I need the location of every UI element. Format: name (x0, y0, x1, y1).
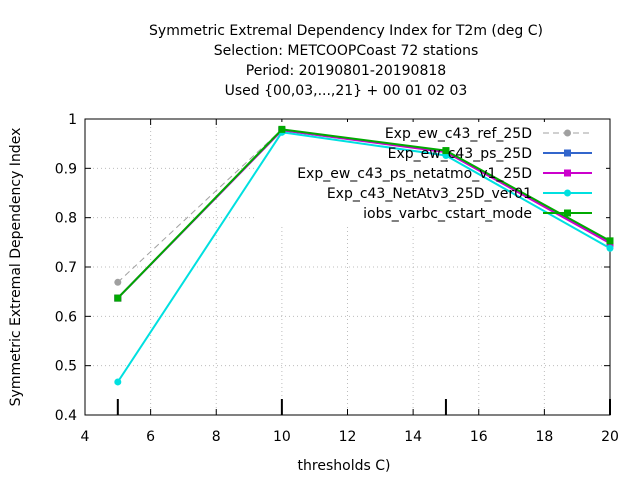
legend-swatch-marker (564, 169, 571, 177)
y-tick-label: 0.6 (55, 309, 77, 325)
x-axis-label: thresholds C) (298, 458, 391, 474)
legend-swatch-marker (564, 189, 571, 197)
x-tick-label: 4 (81, 429, 90, 445)
y-tick-label: 1 (68, 112, 77, 128)
chart-title: Symmetric Extremal Dependency Index for … (149, 23, 543, 99)
series-line (116, 131, 611, 383)
data-point (114, 294, 122, 302)
title-line-4: Used {00,03,...,21} + 00 01 02 03 (225, 83, 468, 99)
x-tick-label: 18 (535, 429, 553, 445)
x-tick-label: 16 (470, 429, 488, 445)
y-tick-label: 0.5 (55, 359, 77, 375)
data-point (114, 278, 122, 286)
x-tick-label: 14 (404, 429, 422, 445)
legend-swatch-marker (564, 129, 571, 137)
y-tick-label: 0.7 (55, 260, 77, 276)
legend-label: Exp_ew_c43_ps_25D (388, 146, 532, 162)
x-tick-label: 10 (273, 429, 291, 445)
title-line-1: Symmetric Extremal Dependency Index for … (149, 23, 543, 39)
data-point (606, 237, 614, 245)
series-5 (114, 125, 614, 302)
x-tick-label: 6 (146, 429, 155, 445)
data-point (114, 378, 122, 386)
threshold-markers (116, 399, 611, 415)
y-tick-label: 0.8 (55, 211, 77, 227)
legend-swatch-marker (564, 209, 571, 217)
x-tick-label: 8 (212, 429, 221, 445)
legend-label: Exp_ew_c43_ref_25D (385, 126, 532, 142)
series-line (117, 128, 611, 299)
legend: Exp_ew_c43_ref_25D Exp_ew_c43_ps_25D Exp_e… (297, 126, 592, 222)
y-tick-label: 0.4 (55, 408, 77, 424)
legend-label: Exp_c43_NetAtv3_25D_ver01 (327, 186, 532, 202)
legend-label: iobs_varbc_cstart_mode (363, 206, 532, 222)
data-point (606, 244, 614, 252)
series (114, 125, 614, 386)
data-point (278, 125, 286, 133)
x-tick-label: 20 (601, 429, 619, 445)
y-axis-label: Symmetric Extremal Dependency Index (8, 128, 24, 407)
legend-swatch-marker (564, 149, 571, 157)
axes: 4 6 8 10 12 14 16 18 20 0.4 0.5 0.6 0.7 0.8 0.9 1 (55, 112, 619, 445)
title-line-2: Selection: METCOOPCoast 72 stations (214, 43, 479, 59)
x-tick-label: 12 (339, 429, 357, 445)
grid (85, 119, 610, 415)
data-point (442, 147, 450, 155)
legend-label: Exp_ew_c43_ps_netatmo_v1_25D (297, 166, 532, 182)
title-line-3: Period: 20190801-20190818 (246, 63, 446, 79)
y-tick-label: 0.9 (55, 161, 77, 177)
